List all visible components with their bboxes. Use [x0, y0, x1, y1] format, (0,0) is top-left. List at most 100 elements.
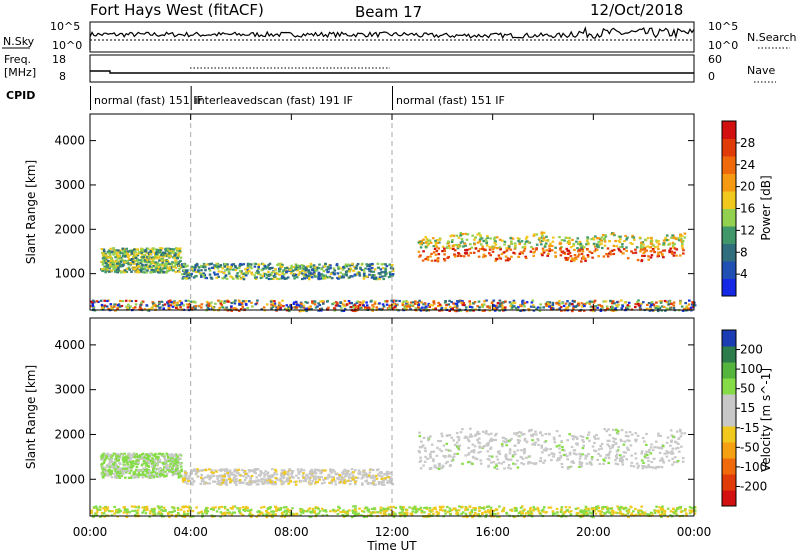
- power-echo-point: [158, 306, 161, 310]
- power-echo-point: [639, 246, 643, 249]
- power-echo-point: [477, 250, 480, 253]
- power-echo-point: [286, 276, 290, 279]
- power-echo-point: [274, 273, 277, 276]
- power-echo-point: [517, 240, 520, 243]
- vel-echo-point: [263, 482, 266, 485]
- power-echo-point: [572, 259, 576, 262]
- power-echo-point: [507, 247, 511, 250]
- vel-echo-point: [505, 458, 509, 461]
- vel-echo-point: [182, 480, 185, 483]
- power-echo-point: [509, 237, 512, 240]
- power-echo-point: [319, 308, 322, 311]
- vel-echo-point: [666, 436, 670, 439]
- power-echo-point: [625, 246, 628, 249]
- power-echo-point: [208, 267, 211, 270]
- power-echo-point: [409, 301, 413, 304]
- power-echo-point: [426, 244, 430, 247]
- power-echo-point: [251, 305, 254, 308]
- vel-echo-point: [343, 482, 347, 485]
- vel-echo-point: [244, 472, 248, 475]
- vel-echo-point: [693, 512, 697, 515]
- power-echo-point: [125, 247, 128, 250]
- vel-echo-point: [104, 470, 108, 473]
- power-colorbar-block-9: [722, 121, 736, 139]
- power-echo-point: [423, 303, 427, 306]
- power-echo-point: [151, 258, 155, 261]
- power-echo-point: [147, 265, 150, 268]
- vel-echo-point: [673, 456, 677, 459]
- power-echo-point: [446, 246, 449, 249]
- vel-echo-point: [187, 479, 190, 483]
- power-echo-point: [631, 251, 635, 255]
- power-colorbar-block-7: [722, 156, 736, 174]
- vel-echo-point: [587, 433, 590, 437]
- vel-echo-point: [145, 461, 148, 464]
- vel-echo-point: [593, 449, 596, 452]
- vel-echo-point: [559, 454, 563, 457]
- vel-echo-point: [226, 471, 229, 475]
- power-echo-point: [680, 305, 684, 308]
- vel-echo-point: [166, 466, 169, 469]
- vel-echo-point: [282, 510, 286, 514]
- power-echo-point: [344, 263, 348, 266]
- power-echo-point: [281, 275, 284, 278]
- vel-echo-point: [136, 474, 139, 477]
- vel-echo-point: [590, 463, 593, 466]
- vel-echo-point: [651, 466, 655, 469]
- vel-echo-point: [608, 507, 611, 510]
- power-echo-point: [227, 272, 231, 275]
- vel-echo-point: [389, 508, 393, 511]
- vel-echo-point: [302, 479, 306, 482]
- power-echo-point: [541, 254, 544, 257]
- vel-echo-point: [248, 513, 251, 516]
- vel-echo-point: [432, 512, 435, 515]
- vel-echo-point: [628, 439, 631, 442]
- vel-echo-point: [612, 440, 616, 443]
- power-echo-point: [602, 300, 605, 303]
- vel-echo-point: [128, 458, 131, 461]
- power-echo-point: [493, 242, 496, 245]
- power-echo-point: [517, 255, 520, 258]
- vel-echo-point: [184, 481, 187, 484]
- power-echo-point: [220, 300, 223, 303]
- power-echo-point: [645, 249, 648, 252]
- power-echo-point: [523, 247, 527, 250]
- power-echo-point: [432, 245, 436, 248]
- power-echo-point: [502, 251, 506, 254]
- power-echo-point: [567, 249, 570, 252]
- power-echo-point: [275, 272, 279, 275]
- vel-echo-point: [671, 452, 675, 455]
- power-echo-point: [224, 274, 228, 277]
- vel-echo-point: [310, 468, 313, 471]
- vel-echo-point: [446, 434, 449, 437]
- vel-echo-point: [555, 430, 559, 433]
- vel-echo-point: [488, 458, 491, 461]
- vel-echo-point: [369, 475, 372, 478]
- power-echo-point: [281, 272, 284, 275]
- power-echo-point: [524, 256, 528, 260]
- vel-echo-point: [168, 459, 171, 463]
- power-echo-point: [492, 247, 495, 250]
- vel-echo-point: [113, 476, 117, 479]
- power-echo-point: [662, 243, 665, 246]
- power-echo-point: [264, 273, 267, 276]
- vel-echo-point: [313, 468, 317, 471]
- power-echo-point: [322, 302, 325, 305]
- vel-echo-point: [379, 511, 382, 514]
- power-echo-point: [147, 253, 151, 256]
- power-echo-point: [208, 273, 212, 276]
- vel-echo-point: [451, 456, 455, 459]
- power-echo-point: [144, 257, 147, 260]
- vel-echo-point: [268, 476, 271, 479]
- vel-echo-point: [280, 479, 284, 482]
- power-echo-point: [156, 256, 159, 259]
- power-echo-point: [161, 261, 164, 264]
- vel-echo-point: [226, 469, 229, 472]
- power-echo-point: [117, 249, 120, 252]
- power-echo-point: [177, 262, 180, 265]
- power-echo-point: [139, 262, 143, 265]
- power-echo-point: [174, 266, 178, 269]
- power-echo-point: [117, 269, 120, 272]
- vel-echo-point: [615, 456, 618, 459]
